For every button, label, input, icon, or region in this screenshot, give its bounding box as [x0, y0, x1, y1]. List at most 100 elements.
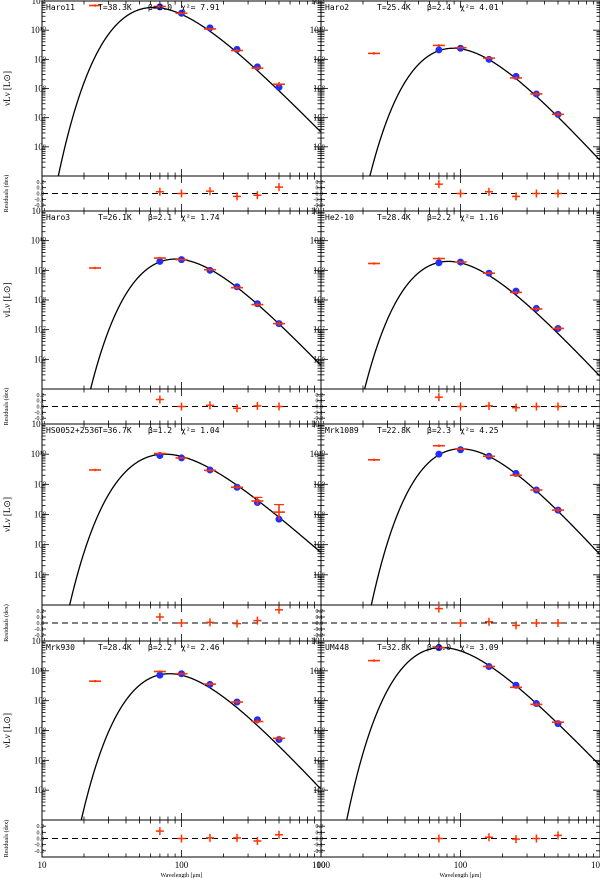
observed-point: [175, 12, 188, 15]
fit-curve: [57, 6, 321, 176]
y-tick-label: 10⁷: [313, 755, 325, 765]
chi-squared: χ²= 3.09: [460, 643, 499, 652]
dust-temperature: T=22.8K: [377, 426, 411, 435]
y-tick-label: 10¹¹: [311, 636, 326, 646]
dust-temperature: T=32.8K: [377, 643, 411, 652]
dust-temperature: T=28.4K: [98, 643, 132, 652]
residual-point: [434, 604, 443, 613]
y-tick-label: 10⁸: [313, 295, 325, 305]
residual-point: [253, 401, 262, 410]
y-tick-label: 10⁷: [34, 755, 46, 765]
residual-axis-label: Residuals (dex): [3, 604, 10, 642]
observed-point: [89, 4, 102, 7]
residual-point: [205, 833, 214, 842]
y-axis-label: νLν [L⊙]: [2, 713, 12, 748]
residual-point: [177, 402, 186, 411]
y-tick-label: 10¹¹: [311, 419, 326, 429]
observed-point: [153, 5, 166, 8]
observed-point: [203, 469, 216, 472]
observed-point: [432, 444, 445, 447]
x-axis-label: Wavelength [μm]: [440, 873, 482, 878]
y-tick-label: 10⁹: [34, 696, 46, 706]
sed-axes-frame: [320, 640, 600, 821]
observed-point: [552, 326, 565, 331]
residual-tick-label: -0.2: [35, 203, 45, 209]
residual-tick-label: 0.0: [37, 621, 45, 627]
residual-point: [434, 180, 443, 189]
residual-tick-label: 0.2: [37, 609, 45, 615]
y-tick-label: 10¹⁰: [310, 449, 326, 459]
residual-tick-label: -0.2: [314, 416, 324, 422]
observed-point: [203, 27, 216, 31]
panel-hs0052-2536: 10⁶10⁷10⁸10⁹10¹⁰10¹¹0.20.10.0-0.1-0.2νLν…: [2, 419, 322, 642]
chi-squared: χ²= 1.16: [460, 213, 499, 222]
residual-tick-label: 0.2: [37, 824, 45, 830]
model-point: [435, 450, 443, 458]
observed-point: [175, 672, 188, 675]
observed-point: [251, 719, 264, 724]
residual-axis-label: Residuals (dex): [3, 388, 10, 426]
residual-point: [177, 834, 186, 843]
observed-point: [203, 682, 216, 686]
model-point: [435, 259, 443, 267]
residual-axis-label: Residuals (dex): [3, 175, 10, 213]
residual-point: [512, 403, 521, 412]
fit-curve: [346, 646, 600, 820]
residual-tick-label: 0.2: [316, 180, 324, 186]
observed-point: [454, 447, 467, 450]
observed-point: [510, 685, 523, 689]
observed-point: [231, 485, 244, 490]
residual-tick-label: -0.2: [35, 849, 45, 855]
y-tick-label: 10⁷: [313, 113, 325, 123]
observed-point: [89, 679, 102, 683]
observed-point: [273, 503, 286, 520]
emissivity-beta: β=1.2: [148, 426, 172, 435]
residual-point: [205, 187, 214, 196]
residual-axis-label: Residuals (dex): [3, 820, 10, 858]
residual-point: [253, 191, 262, 200]
residual-tick-label: 0.1: [316, 615, 324, 621]
y-tick-label: 10⁸: [34, 84, 46, 94]
observed-point: [231, 286, 244, 290]
residual-tick-label: 0.2: [316, 609, 324, 615]
residual-point: [484, 401, 493, 410]
y-tick-label: 10¹⁰: [310, 666, 326, 676]
y-tick-label: 10⁸: [313, 726, 325, 736]
residual-point: [554, 189, 563, 198]
y-tick-label: 10¹⁰: [31, 666, 47, 676]
dust-temperature: T=36.7K: [98, 426, 132, 435]
residual-point: [275, 183, 284, 192]
residual-point: [434, 834, 443, 843]
y-axis-label: νLν [L⊙]: [2, 497, 12, 532]
emissivity-beta: β=2.0: [427, 643, 451, 652]
y-tick-label: 10⁷: [313, 325, 325, 335]
dust-temperature: T=26.1K: [98, 213, 132, 222]
fit-curve: [369, 47, 600, 176]
y-tick-label: 10⁶: [34, 142, 46, 152]
residual-point: [253, 616, 262, 625]
observed-point: [552, 112, 565, 117]
observed-point: [368, 659, 381, 662]
y-tick-label: 10⁹: [313, 479, 325, 489]
residual-point: [456, 189, 465, 198]
y-tick-label: 10⁶: [313, 785, 325, 795]
y-tick-label: 10¹⁰: [31, 449, 47, 459]
observed-point: [89, 468, 102, 472]
y-tick-label: 10⁶: [34, 354, 46, 364]
residual-tick-label: 0.1: [37, 615, 45, 621]
chi-squared: χ²= 4.25: [460, 426, 499, 435]
panel-haro3: 10⁶10⁷10⁸10⁹10¹⁰10¹¹0.20.10.0-0.1-0.2νLν…: [2, 206, 322, 426]
panel-haro11: 10⁶10⁷10⁸10⁹10¹⁰10¹¹0.20.10.0-0.1-0.2νLν…: [2, 0, 322, 213]
fit-curve: [363, 260, 600, 389]
observed-point: [251, 496, 264, 505]
residual-tick-label: 0.1: [37, 830, 45, 836]
x-tick-label: 10: [38, 860, 48, 870]
residual-point: [275, 402, 284, 411]
residual-tick-label: 0.0: [316, 405, 324, 411]
fit-curve: [68, 453, 321, 605]
model-point: [485, 55, 493, 63]
observed-point: [368, 458, 381, 462]
observed-point: [251, 302, 264, 307]
residual-point: [554, 831, 563, 840]
observed-point: [432, 44, 445, 47]
